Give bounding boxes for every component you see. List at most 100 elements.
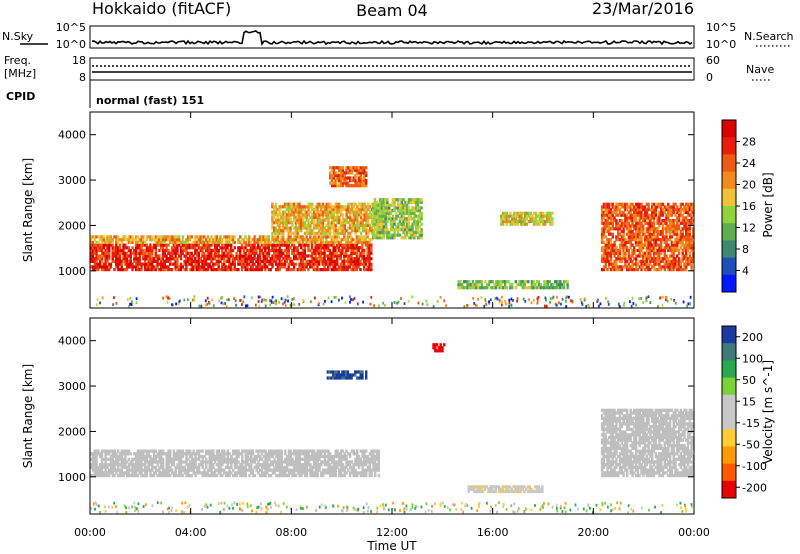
colorbar-segment xyxy=(722,275,736,293)
heatmap-cell xyxy=(323,303,325,306)
colorbar-tick-label: 16 xyxy=(742,200,756,213)
heatmap-cell xyxy=(182,235,184,238)
heatmap-cell xyxy=(495,286,497,289)
heatmap-cell xyxy=(571,301,573,304)
heatmap-cell xyxy=(269,304,271,307)
heatmap-cell xyxy=(378,305,380,308)
heatmap-cell xyxy=(251,296,253,299)
heatmap-cell xyxy=(506,286,508,289)
heatmap-cell xyxy=(632,297,634,300)
heatmap-cell xyxy=(169,450,171,453)
heatmap-cell xyxy=(675,302,677,305)
heatmap-cell xyxy=(151,252,153,255)
heatmap-cell xyxy=(199,305,201,308)
heatmap-cell xyxy=(282,235,284,238)
heatmap-cell xyxy=(524,300,526,303)
heatmap-cell xyxy=(218,299,220,302)
heatmap-cell xyxy=(117,235,119,238)
heatmap-cell xyxy=(642,301,644,304)
heatmap-cell xyxy=(485,303,487,306)
heatmap-cell xyxy=(524,283,526,286)
heatmap-cell xyxy=(420,228,422,231)
heatmap-cell xyxy=(235,299,237,302)
heatmap-cell xyxy=(216,235,218,238)
heatmap-cell xyxy=(314,297,316,300)
heatmap-cell xyxy=(350,235,352,238)
heatmap-cell xyxy=(610,238,612,241)
heatmap-cell xyxy=(542,212,544,215)
heatmap-cell xyxy=(228,298,230,301)
heatmap-cell xyxy=(259,296,261,299)
heatmap-cell xyxy=(349,301,351,304)
heatmap-cell xyxy=(269,299,271,302)
heatmap-cell xyxy=(544,305,546,308)
heatmap-cell xyxy=(167,249,169,252)
heatmap-cell xyxy=(420,212,422,215)
heatmap-cell xyxy=(507,280,509,283)
heatmap-cell xyxy=(552,283,554,286)
heatmap-cell xyxy=(396,302,398,305)
heatmap-cell xyxy=(545,299,547,302)
heatmap-cell xyxy=(501,304,503,307)
heatmap-cell xyxy=(537,302,539,305)
heatmap-cell xyxy=(350,298,352,301)
colorbar-segment xyxy=(722,206,736,224)
heatmap-cell xyxy=(263,298,265,301)
heatmap-cell xyxy=(318,263,320,266)
heatmap-cell xyxy=(481,296,483,299)
heatmap-cell xyxy=(235,304,237,307)
heatmap-cell xyxy=(422,303,424,306)
heatmap-cell xyxy=(309,235,311,238)
nave-label: Nave xyxy=(746,63,774,76)
freq-right-tick-top: 60 xyxy=(706,54,720,67)
y-tick-label: 1000 xyxy=(58,265,86,278)
heatmap-cell xyxy=(384,304,386,307)
heatmap-cell xyxy=(563,283,565,286)
heatmap-cell xyxy=(221,296,223,299)
heatmap-cell xyxy=(551,212,553,215)
heatmap-cell xyxy=(400,297,402,300)
heatmap-cell xyxy=(210,235,212,238)
radar-summary-figure: Hokkaido (fitACF) Beam 04 23/Mar/2016 N.… xyxy=(0,0,800,554)
heatmap-cell xyxy=(221,238,223,241)
heatmap-cell xyxy=(670,298,672,301)
heatmap-cell xyxy=(205,304,207,307)
heatmap-cell xyxy=(597,299,599,302)
heatmap-cell xyxy=(285,304,287,307)
beam-title: Beam 04 xyxy=(356,1,428,20)
heatmap-cell xyxy=(537,297,539,300)
heatmap-cell xyxy=(619,305,621,308)
heatmap-cell xyxy=(646,299,648,302)
heatmap-cell xyxy=(207,297,209,300)
heatmap-cell xyxy=(172,304,174,307)
heatmap-cell xyxy=(110,263,112,266)
freq-unit-label: [MHz] xyxy=(4,67,36,80)
heatmap-cell xyxy=(472,297,474,300)
heatmap-cell xyxy=(99,302,101,305)
heatmap-cell xyxy=(445,304,447,307)
heatmap-cell xyxy=(660,252,662,255)
heatmap-cell xyxy=(226,305,228,308)
heatmap-cell xyxy=(420,215,422,218)
heatmap-cell xyxy=(540,283,542,286)
heatmap-cell xyxy=(131,300,133,303)
heatmap-cell xyxy=(635,304,637,307)
heatmap-cell xyxy=(556,296,558,299)
heatmap-cell xyxy=(151,235,153,238)
heatmap-cell xyxy=(549,280,551,283)
heatmap-cell xyxy=(108,252,110,255)
heatmap-cell xyxy=(411,296,413,299)
heatmap-cell xyxy=(275,203,277,206)
heatmap-cell xyxy=(265,305,267,308)
heatmap-cell xyxy=(481,283,483,286)
heatmap-cell xyxy=(166,295,168,298)
heatmap-cell xyxy=(318,302,320,305)
heatmap-cell xyxy=(509,212,511,215)
heatmap-cell xyxy=(533,299,535,302)
heatmap-cell xyxy=(234,241,236,244)
heatmap-cell xyxy=(605,235,607,238)
heatmap-cell xyxy=(490,298,492,301)
heatmap-cell xyxy=(102,297,104,300)
heatmap-cell xyxy=(234,235,236,238)
heatmap-cell xyxy=(311,203,313,206)
